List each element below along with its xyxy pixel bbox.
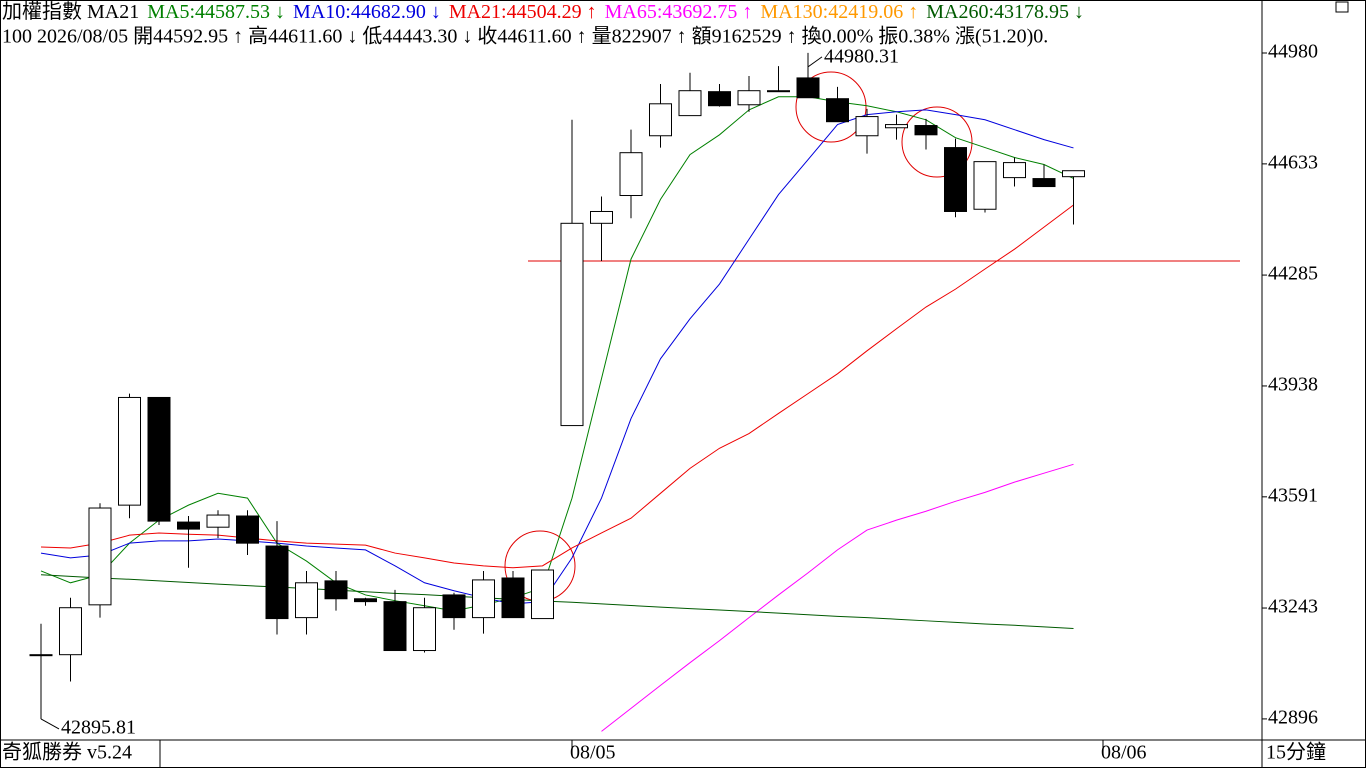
y-tick-label: 43938 — [1268, 374, 1318, 396]
legend-entry: MA130:42419.06 ↑ — [760, 1, 918, 23]
candle-body — [826, 98, 849, 123]
legend-entry: MA10:44682.90 ↓ — [293, 1, 441, 23]
period: 15分鐘 — [1266, 741, 1326, 764]
y-tick-label: 43243 — [1268, 596, 1318, 618]
candle-body — [501, 577, 525, 619]
candle-body — [619, 152, 643, 197]
candle-body — [1003, 162, 1026, 179]
y-tick-label: 44980 — [1268, 41, 1318, 63]
y-tick-label: 42896 — [1268, 707, 1318, 729]
candle-body — [59, 607, 82, 656]
highlight-circle — [795, 71, 867, 143]
candle-body — [885, 124, 908, 129]
candle-body — [236, 515, 259, 544]
candle-body — [914, 125, 938, 136]
ma-line — [601, 463, 1074, 732]
candle-body — [295, 582, 318, 619]
candle-body — [973, 161, 997, 210]
legend-entry: MA5:44587.53 ↓ — [147, 1, 285, 23]
x-tick-label: 08/05 — [570, 742, 616, 764]
candle-body — [413, 607, 436, 652]
candle-body — [737, 90, 761, 106]
candle-body — [590, 210, 613, 224]
y-tick-label: 43591 — [1268, 484, 1318, 506]
candle-body — [560, 222, 584, 427]
candle-body — [206, 514, 230, 528]
legend: 加權指數 MA21 MA5:44587.53 ↓ MA10:44682.90 ↓ MA… — [2, 0, 1084, 23]
annotation-leader — [807, 56, 823, 68]
annotation: 42895.81 — [61, 717, 136, 739]
title: 加權指數 MA21 — [2, 0, 139, 23]
annotation-leader — [40, 718, 60, 730]
candle-body — [442, 594, 466, 619]
ma-line — [40, 204, 1074, 569]
candle-body — [265, 545, 289, 620]
candle-body — [177, 521, 200, 530]
candle-body — [855, 116, 879, 137]
candle-body — [383, 601, 407, 652]
subtitle: 100 2026/08/05 開44592.95 ↑ 高44611.60 ↓ 低… — [2, 25, 1048, 48]
window-icon[interactable] — [1335, 1, 1349, 13]
legend-entry: MA21:44504.29 ↑ — [449, 1, 597, 23]
candle-body — [1062, 170, 1085, 178]
candle-body — [472, 579, 495, 619]
x-tick-label: 08/06 — [1101, 742, 1147, 764]
ma-line — [40, 96, 1074, 612]
candle-body — [29, 654, 53, 657]
candle-body — [796, 77, 820, 99]
candle-body — [678, 90, 702, 117]
candle-body — [767, 90, 790, 93]
candle-body — [944, 147, 967, 212]
highlight-circle — [901, 106, 973, 178]
y-tick-label: 44285 — [1268, 263, 1318, 285]
annotation: 44980.31 — [824, 45, 899, 67]
candle-body — [118, 396, 141, 506]
y-tick-label: 44633 — [1268, 151, 1318, 173]
candle-body — [147, 396, 171, 522]
candle-body — [88, 507, 112, 606]
footer: 奇狐勝券 v5.24 — [2, 741, 132, 764]
legend-entry: MA260:43178.95 ↓ — [926, 1, 1084, 23]
header: 加權指數 MA21 MA5:44587.53 ↓ MA10:44682.90 ↓ MA… — [2, 0, 1084, 48]
ma-line — [40, 109, 1074, 605]
ma-line — [40, 574, 1074, 629]
legend-entry: MA65:43692.75 ↑ — [605, 1, 753, 23]
candle-body — [354, 598, 377, 603]
candle-body — [531, 569, 554, 620]
candle-body — [1032, 178, 1056, 188]
candle-body — [649, 103, 672, 137]
candle-body — [324, 580, 348, 600]
candle-body — [708, 91, 731, 107]
